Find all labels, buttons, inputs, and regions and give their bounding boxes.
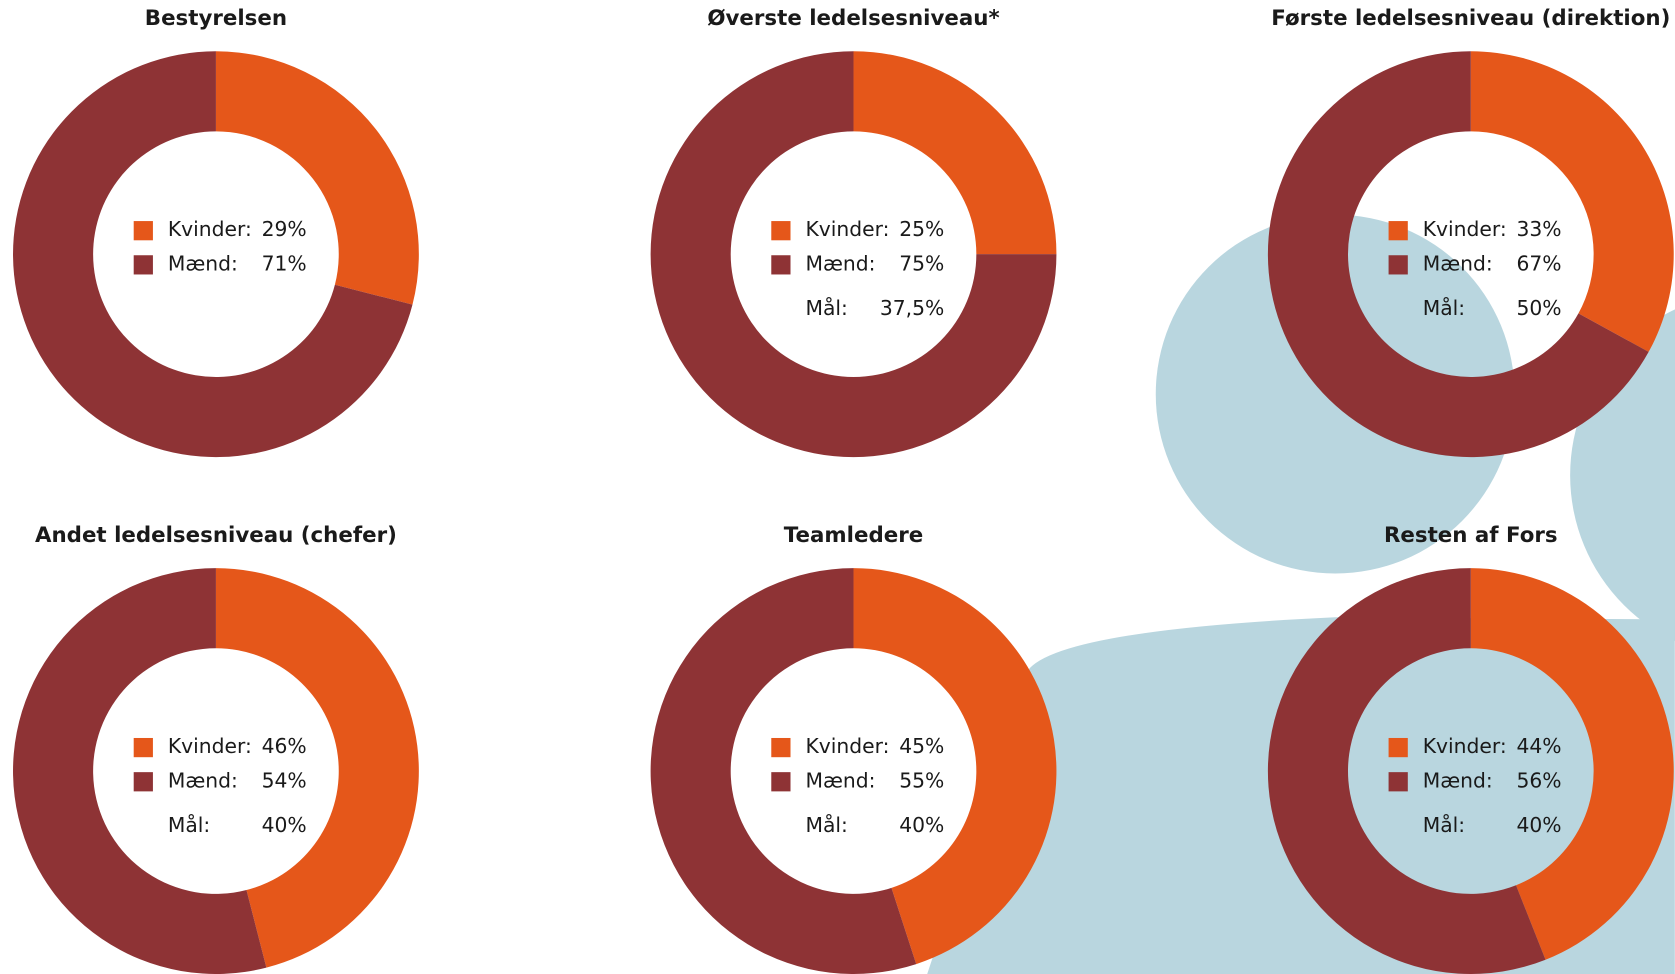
value-label: 45%: [899, 734, 944, 758]
goal-value: 40%: [899, 813, 944, 837]
legend-label: Mænd:: [805, 768, 875, 792]
legend-swatch: [133, 255, 153, 275]
value-label: 29%: [262, 217, 307, 241]
chart-title: Øverste ledelsesniveau*: [707, 6, 999, 31]
value-label: 33%: [1516, 217, 1561, 241]
legend-swatch: [1388, 737, 1408, 758]
donut-slice: [215, 51, 419, 305]
legend-label: Kvinder:: [805, 734, 889, 758]
goal-value: 37,5%: [880, 296, 944, 320]
legend-label: Mænd:: [168, 251, 238, 275]
legend-label: Kvinder:: [805, 217, 889, 241]
goal-value: 40%: [262, 813, 307, 837]
legend-label: Kvinder:: [168, 217, 252, 241]
donut-slice: [13, 51, 413, 458]
legend-label: Mænd:: [1423, 768, 1493, 792]
goal-label: Mål:: [805, 296, 847, 320]
value-label: 71%: [262, 251, 307, 275]
chart-title: Andet ledelsesniveau (chefer): [35, 523, 397, 548]
donut-slice: [650, 568, 917, 974]
value-label: 56%: [1516, 768, 1561, 792]
donut-slice: [1470, 568, 1674, 960]
legend-swatch: [133, 737, 153, 758]
value-label: 67%: [1516, 251, 1561, 275]
legend-swatch: [771, 772, 791, 792]
goal-label: Mål:: [1423, 813, 1465, 837]
legend-label: Kvinder:: [168, 734, 252, 758]
donut-slice: [1267, 568, 1546, 974]
goal-label: Mål:: [168, 813, 210, 837]
chart-title: Resten af Fors: [1384, 523, 1558, 548]
donut-slice: [853, 568, 1057, 965]
legend-swatch: [771, 737, 791, 758]
legend-label: Mænd:: [1423, 251, 1493, 275]
legend-swatch: [1388, 221, 1408, 241]
chart-title: Bestyrelsen: [145, 6, 287, 31]
value-label: 25%: [899, 217, 944, 241]
donut-slice: [650, 51, 1057, 458]
legend-label: Kvinder:: [1423, 734, 1507, 758]
value-label: 46%: [262, 734, 307, 758]
chart-title: Første ledelsesniveau (direktion): [1271, 6, 1670, 31]
donut-slice: [13, 568, 267, 974]
legend-label: Mænd:: [168, 768, 238, 792]
donut-slice: [215, 568, 419, 968]
legend-swatch: [133, 772, 153, 792]
goal-value: 50%: [1516, 296, 1561, 320]
legend-swatch: [133, 221, 153, 241]
value-label: 55%: [899, 768, 944, 792]
chart-title: Teamledere: [784, 523, 923, 548]
donut-slice: [1267, 51, 1649, 458]
goal-value: 40%: [1516, 813, 1561, 837]
legend-label: Mænd:: [805, 251, 875, 275]
goal-label: Mål:: [805, 813, 847, 837]
legend-label: Kvinder:: [1423, 217, 1507, 241]
donut-slice: [1470, 51, 1674, 352]
value-label: 75%: [899, 251, 944, 275]
donut-slice: [853, 51, 1057, 255]
legend-swatch: [771, 255, 791, 275]
legend-swatch: [1388, 772, 1408, 792]
value-label: 44%: [1516, 734, 1561, 758]
legend-swatch: [1388, 255, 1408, 275]
goal-label: Mål:: [1423, 296, 1465, 320]
value-label: 54%: [262, 768, 307, 792]
legend-swatch: [771, 221, 791, 241]
